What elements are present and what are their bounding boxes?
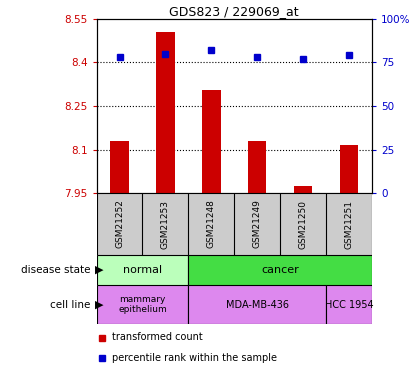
Bar xyxy=(97,255,188,285)
Text: ▶: ▶ xyxy=(95,300,103,310)
Bar xyxy=(110,141,129,193)
Bar xyxy=(156,32,175,193)
Text: MDA-MB-436: MDA-MB-436 xyxy=(226,300,289,310)
Bar xyxy=(340,145,358,193)
Text: GSM21249: GSM21249 xyxy=(253,200,262,249)
Bar xyxy=(143,193,188,255)
Bar xyxy=(280,193,326,255)
Bar xyxy=(234,193,280,255)
Bar xyxy=(326,285,372,324)
Text: GSM21253: GSM21253 xyxy=(161,200,170,249)
Bar xyxy=(188,193,234,255)
Bar xyxy=(188,285,326,324)
Bar xyxy=(326,193,372,255)
Bar xyxy=(248,141,266,193)
Bar xyxy=(188,255,372,285)
Text: GSM21252: GSM21252 xyxy=(115,200,124,249)
Text: normal: normal xyxy=(123,265,162,275)
Bar xyxy=(97,193,143,255)
Text: transformed count: transformed count xyxy=(112,333,203,342)
Bar xyxy=(202,90,220,193)
Bar xyxy=(294,186,312,193)
Bar xyxy=(97,285,188,324)
Text: GSM21251: GSM21251 xyxy=(344,200,353,249)
Text: cancer: cancer xyxy=(261,265,299,275)
Text: disease state: disease state xyxy=(21,265,90,275)
Title: GDS823 / 229069_at: GDS823 / 229069_at xyxy=(169,4,299,18)
Text: GSM21250: GSM21250 xyxy=(299,200,307,249)
Text: mammary
epithelium: mammary epithelium xyxy=(118,295,167,314)
Text: ▶: ▶ xyxy=(95,265,103,275)
Text: cell line: cell line xyxy=(50,300,90,310)
Text: HCC 1954: HCC 1954 xyxy=(325,300,373,310)
Text: percentile rank within the sample: percentile rank within the sample xyxy=(112,353,277,363)
Text: GSM21248: GSM21248 xyxy=(207,200,216,249)
